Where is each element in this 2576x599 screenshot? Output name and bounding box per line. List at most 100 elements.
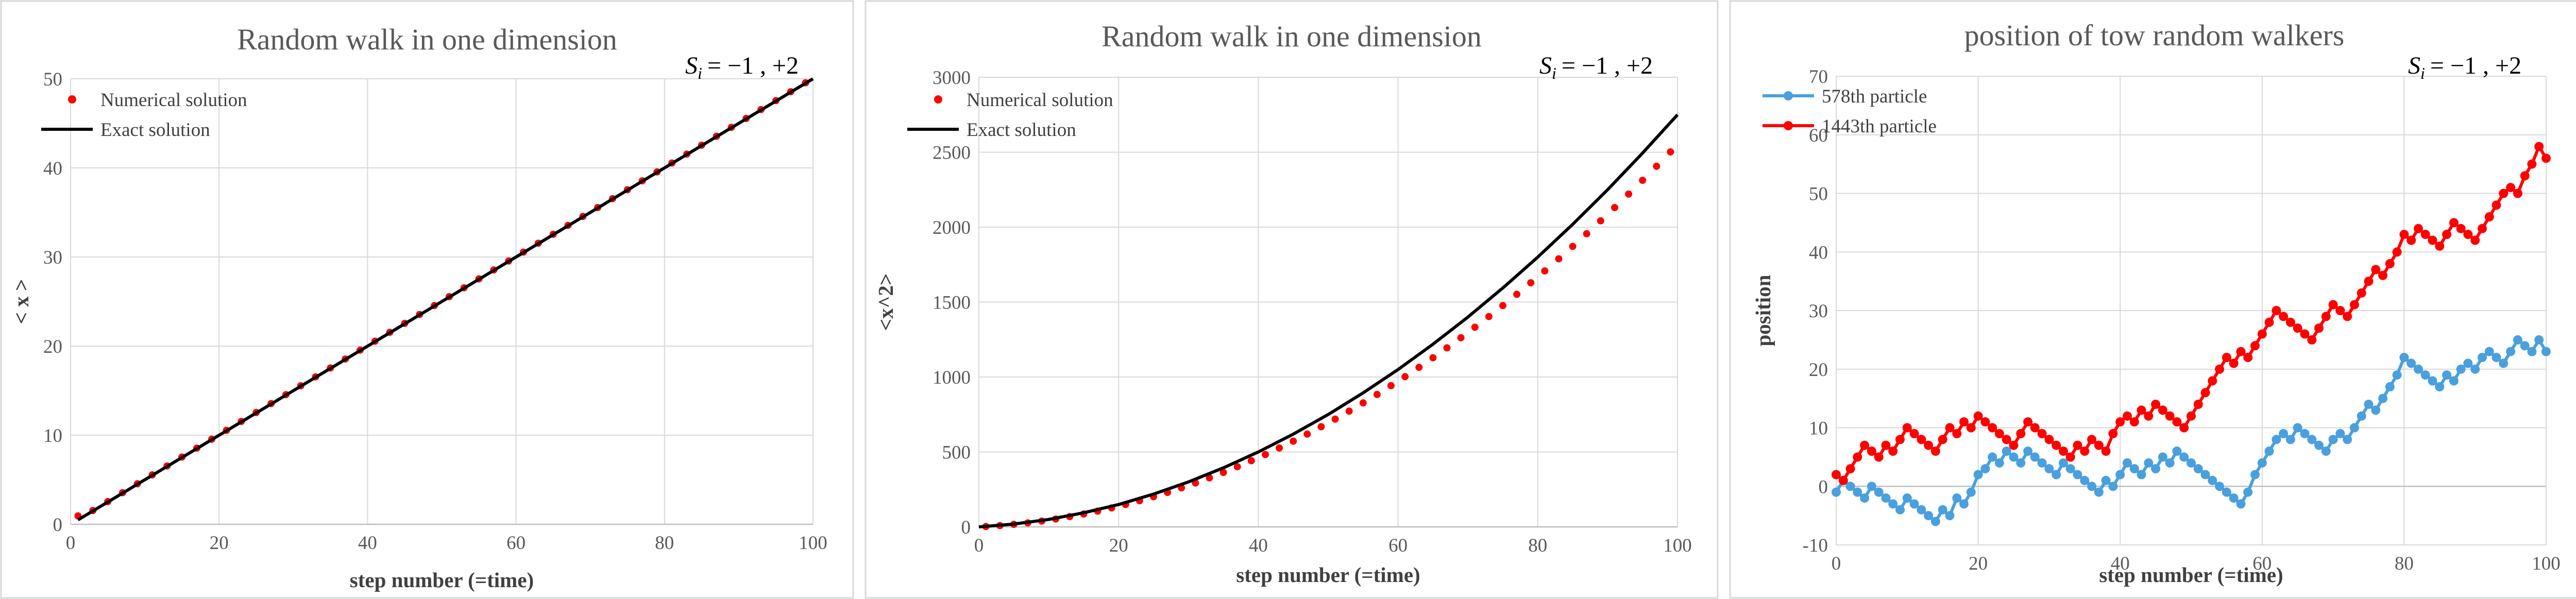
data-point [2208,376,2217,386]
data-point [1303,430,1311,438]
data-point [2208,475,2217,485]
annotation-subscript: i [698,64,702,82]
data-point [1888,499,1898,509]
annotation-subscript: i [2420,64,2425,82]
legend-marker [1784,121,1793,130]
data-point [2065,452,2075,462]
data-point [2279,312,2289,321]
data-point [2513,335,2522,345]
data-point [2165,411,2175,421]
data-point [1387,382,1395,389]
data-point [1653,162,1660,170]
x-tick-label: 0 [66,533,76,554]
data-point [2328,435,2338,444]
legend-marker [68,95,76,104]
data-point [1952,429,1962,438]
data-point [1838,475,1848,485]
data-point [2030,452,2040,462]
data-point [1860,440,1870,450]
data-point [1555,255,1563,263]
x-tick-label: 80 [655,533,674,554]
data-point [2144,458,2154,468]
data-point [2321,447,2331,456]
data-point [2293,323,2302,333]
annotation-subscript: i [1552,64,1556,82]
data-point [1909,429,1919,438]
annotation-base: S [2408,52,2420,79]
data-point [1988,452,1997,462]
data-point [1881,493,1891,503]
y-tick-label: 2500 [933,143,971,164]
chart-title: position of tow random walkers [1964,19,2345,52]
data-point [2037,429,2047,438]
data-point [1276,444,1283,452]
y-axis-label: < x > [9,279,33,324]
data-point [2030,423,2040,433]
data-point [2420,230,2430,239]
annotation-base: S [1539,52,1552,79]
data-point [1980,417,1990,427]
data-point [1924,440,1934,450]
data-point [2513,189,2522,198]
data-point [2257,329,2267,339]
data-point [2137,405,2146,415]
data-point [1895,505,1905,515]
data-point [2215,364,2225,374]
data-point [2414,364,2423,374]
x-tick-label: 40 [2111,553,2130,574]
data-point [1667,148,1674,156]
data-point [2343,312,2352,321]
data-point [1832,470,1841,480]
data-point [2080,447,2090,456]
data-point [2371,405,2381,415]
data-point [2052,470,2061,480]
series-line [77,77,814,521]
data-point [2236,499,2246,509]
data-point [2250,470,2260,480]
data-point [1930,517,1940,526]
data-point [2463,358,2473,368]
data-point [2300,329,2310,339]
data-point [2428,235,2437,245]
data-point [2293,423,2302,433]
x-axis-label: step number (=time) [2099,563,2283,587]
y-tick-label: 50 [1809,184,1828,205]
legend-label: Exact solution [100,119,210,141]
x-axis-label: step number (=time) [350,568,534,592]
data-point [2052,440,2061,450]
data-point [2229,493,2239,503]
series-2 [1832,142,2551,485]
data-point [2044,464,2054,474]
data-point [1457,334,1465,341]
data-point [1485,313,1493,320]
data-point [1471,323,1479,331]
data-point [2392,247,2402,257]
data-point [2129,464,2139,474]
data-point [1290,437,1297,445]
data-point [1853,487,1862,497]
data-point [2435,382,2445,391]
y-tick-label: 50 [43,69,62,90]
data-point [2378,270,2388,280]
data-point [1845,482,1855,491]
annotation-step-sizes: Si = −1 , +2 [1539,52,1653,82]
data-point [2499,189,2509,198]
data-point [1262,451,1269,458]
data-point [2499,358,2509,368]
data-point [2385,382,2395,391]
x-tick-label: 40 [358,533,377,554]
y-tick-label: 0 [53,515,63,536]
y-tick-label: 1000 [933,367,971,388]
data-point [2016,429,2026,438]
data-point [1867,447,1876,456]
data-point [1513,290,1521,298]
series-line [1835,338,2548,523]
data-point [2158,405,2167,415]
data-point [2449,218,2459,228]
data-point [2307,335,2317,345]
data-point [2236,347,2246,356]
data-point [2002,435,2011,444]
data-point [2073,440,2082,450]
data-point [1888,447,1898,456]
